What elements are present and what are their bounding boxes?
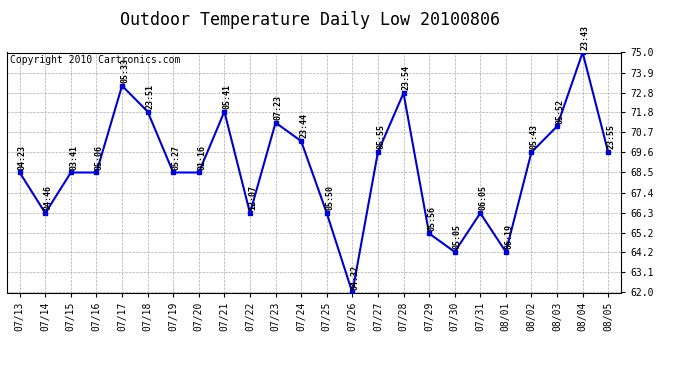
Text: 12:07: 12:07 [248, 185, 257, 210]
Text: 23:51: 23:51 [146, 84, 155, 109]
Text: 06:19: 06:19 [504, 224, 513, 249]
Text: 07:23: 07:23 [274, 95, 283, 120]
Text: 01:16: 01:16 [197, 145, 206, 170]
Text: 05:05: 05:05 [453, 224, 462, 249]
Text: 05:43: 05:43 [530, 124, 539, 149]
Text: 06:05: 06:05 [479, 185, 488, 210]
Text: 03:41: 03:41 [69, 145, 78, 170]
Text: 04:23: 04:23 [18, 145, 27, 170]
Text: 05:50: 05:50 [325, 185, 334, 210]
Text: 05:52: 05:52 [555, 99, 564, 124]
Text: 23:55: 23:55 [607, 124, 615, 149]
Text: 05:55: 05:55 [376, 124, 385, 149]
Text: 23:54: 23:54 [402, 65, 411, 90]
Text: Copyright 2010 Cartronics.com: Copyright 2010 Cartronics.com [10, 55, 180, 65]
Text: 23:43: 23:43 [581, 25, 590, 50]
Text: 05:06: 05:06 [95, 145, 103, 170]
Text: Outdoor Temperature Daily Low 20100806: Outdoor Temperature Daily Low 20100806 [121, 11, 500, 29]
Text: 05:33: 05:33 [120, 58, 129, 83]
Text: 04:32: 04:32 [351, 265, 359, 290]
Text: 05:56: 05:56 [427, 206, 436, 231]
Text: 05:41: 05:41 [223, 84, 232, 109]
Text: 04:46: 04:46 [43, 185, 52, 210]
Text: 23:44: 23:44 [299, 113, 308, 138]
Text: 05:27: 05:27 [172, 145, 181, 170]
